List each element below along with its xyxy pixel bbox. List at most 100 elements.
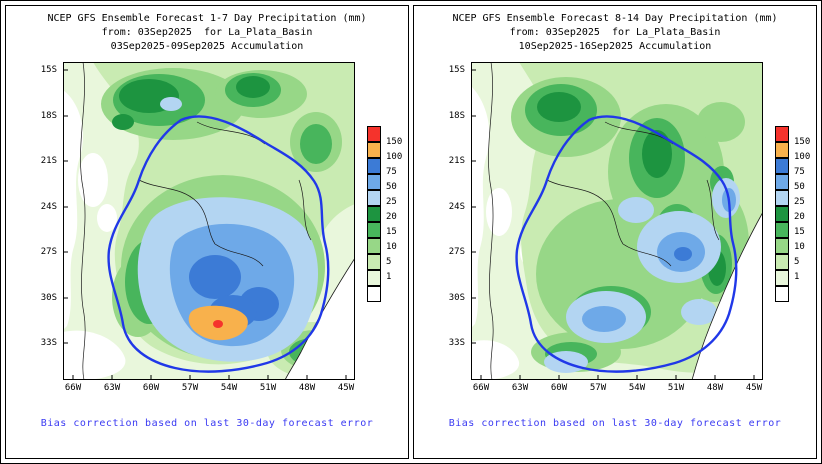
- lat-label: 27S: [448, 247, 465, 257]
- basin-outline: [515, 115, 738, 373]
- lon-label: 45W: [337, 383, 355, 393]
- legend-value: 5: [794, 257, 800, 267]
- panel-week1-titles: NCEP GFS Ensemble Forecast 1-7 Day Preci…: [47, 12, 366, 54]
- page-title: NCEP GFS Ensemble Forecast 1-7 Day Preci…: [47, 13, 367, 24]
- legend-box-b75: [775, 158, 789, 174]
- legend-value: 50: [386, 182, 397, 192]
- map-frame: [471, 62, 763, 380]
- lat-label: 15S: [448, 65, 465, 75]
- basin-outline: [107, 115, 330, 373]
- legend-box-g5: [367, 254, 381, 270]
- panel-subtitle: from: 03Sep2025 for La_Plata_Basin: [101, 27, 313, 38]
- legend-value: 15: [386, 227, 397, 237]
- lon-label: 51W: [259, 383, 277, 393]
- page-title: NCEP GFS Ensemble Forecast 8-14 Day Prec…: [452, 13, 778, 24]
- map-and-legend: 15S 18S 21S 24S 27S 30S 33S: [33, 62, 402, 393]
- legend-box-b25: [367, 190, 381, 206]
- lon-label: 48W: [706, 383, 724, 393]
- lat-label: 21S: [448, 156, 465, 166]
- legend-value: 150: [386, 137, 403, 147]
- legend-value: 25: [386, 197, 397, 207]
- legend-value: 150: [794, 137, 811, 147]
- lat-label: 24S: [40, 201, 57, 212]
- lon-label: 66W: [472, 383, 490, 393]
- legend-box-g5: [775, 254, 789, 270]
- legend-value: 15: [794, 227, 805, 237]
- lat-label: 33S: [448, 338, 465, 348]
- legend-box-g1: [367, 270, 381, 286]
- legend-box-r150: [775, 126, 789, 142]
- map-area-week1: 15S 18S 21S 24S 27S 30S 33S: [41, 62, 355, 393]
- legend-box-g15: [367, 222, 381, 238]
- panel-week2: NCEP GFS Ensemble Forecast 8-14 Day Prec…: [413, 5, 817, 459]
- lon-label: 54W: [628, 383, 646, 393]
- legend-box-g15: [775, 222, 789, 238]
- lat-label: 18S: [448, 110, 465, 121]
- map-area-week2: 15S 18S 21S 24S 27S 30S 33S: [449, 62, 763, 393]
- lat-label: 30S: [40, 292, 57, 303]
- lon-label: 57W: [181, 383, 199, 393]
- lat-label: 24S: [448, 201, 465, 212]
- panel-week2-titles: NCEP GFS Ensemble Forecast 8-14 Day Prec…: [452, 12, 777, 54]
- legend-value: 20: [386, 212, 397, 222]
- precip-map-week2: [471, 62, 763, 380]
- legend-value: 25: [794, 197, 805, 207]
- lon-label: 45W: [745, 383, 763, 393]
- ocean: [691, 211, 763, 380]
- lat-label: 27S: [40, 247, 57, 257]
- lat-label: 21S: [40, 156, 57, 166]
- legend-value: 1: [386, 272, 392, 282]
- legend-box-o100: [367, 142, 381, 158]
- lon-label: 60W: [142, 383, 160, 393]
- panel-week1: NCEP GFS Ensemble Forecast 1-7 Day Preci…: [5, 5, 409, 459]
- lat-label: 33S: [40, 338, 57, 348]
- legend-value: 100: [386, 152, 403, 162]
- dry-white-areas: [63, 90, 126, 380]
- lon-label: 66W: [64, 383, 82, 393]
- lat-label: 15S: [40, 65, 57, 75]
- legend-box-b50: [775, 174, 789, 190]
- legend-box-g1: [775, 270, 789, 286]
- legend-value: 1: [794, 272, 800, 282]
- legend-value: 50: [794, 182, 805, 192]
- country-borders: [488, 62, 720, 380]
- country-borders: [80, 62, 312, 380]
- bias-note: Bias correction based on last 30-day for…: [40, 418, 374, 429]
- lat-axis: 15S 18S 21S 24S 27S 30S 33S: [33, 62, 60, 380]
- legend-box-r150: [367, 126, 381, 142]
- legend-value: 10: [386, 242, 397, 252]
- map-and-legend: 15S 18S 21S 24S 27S 30S 33S: [441, 62, 810, 393]
- legend-box-g20: [775, 206, 789, 222]
- lon-label: 51W: [667, 383, 685, 393]
- legend-box-g20: [367, 206, 381, 222]
- map-frame: [63, 62, 355, 380]
- legend-box-g10: [367, 238, 381, 254]
- precip-map-week1: [63, 62, 355, 380]
- panel-period: 10Sep2025-16Sep2025 Accumulation: [518, 41, 712, 52]
- color-legend-week1: 150 100 75 50 25 20 15 10 5 1: [367, 126, 402, 380]
- legend-box-w0: [367, 286, 381, 302]
- legend-box-o100: [775, 142, 789, 158]
- legend-box-w0: [775, 286, 789, 302]
- lat-label: 30S: [448, 292, 465, 303]
- legend-box-b50: [367, 174, 381, 190]
- legend-value: 20: [794, 212, 805, 222]
- lat-label: 18S: [40, 110, 57, 121]
- lon-label: 54W: [220, 383, 238, 393]
- panel-period: 03Sep2025-09Sep2025 Accumulation: [110, 41, 304, 52]
- legend-value: 75: [794, 167, 805, 177]
- lon-label: 63W: [511, 383, 529, 393]
- legend-box-b75: [367, 158, 381, 174]
- lon-axis: 66W 63W 60W 57W 54W 51W 48W 45W: [63, 380, 355, 394]
- bias-note: Bias correction based on last 30-day for…: [448, 418, 782, 429]
- color-legend-week2: 150 100 75 50 25 20 15 10 5 1: [775, 126, 810, 380]
- legend-value: 10: [794, 242, 805, 252]
- lon-label: 48W: [298, 383, 316, 393]
- lon-axis: 66W 63W 60W 57W 54W 51W 48W 45W: [471, 380, 763, 394]
- panel-subtitle: from: 03Sep2025 for La_Plata_Basin: [509, 27, 721, 38]
- legend-value: 100: [794, 152, 811, 162]
- lat-axis: 15S 18S 21S 24S 27S 30S 33S: [441, 62, 468, 380]
- lon-label: 57W: [589, 383, 607, 393]
- legend-value: 5: [386, 257, 392, 267]
